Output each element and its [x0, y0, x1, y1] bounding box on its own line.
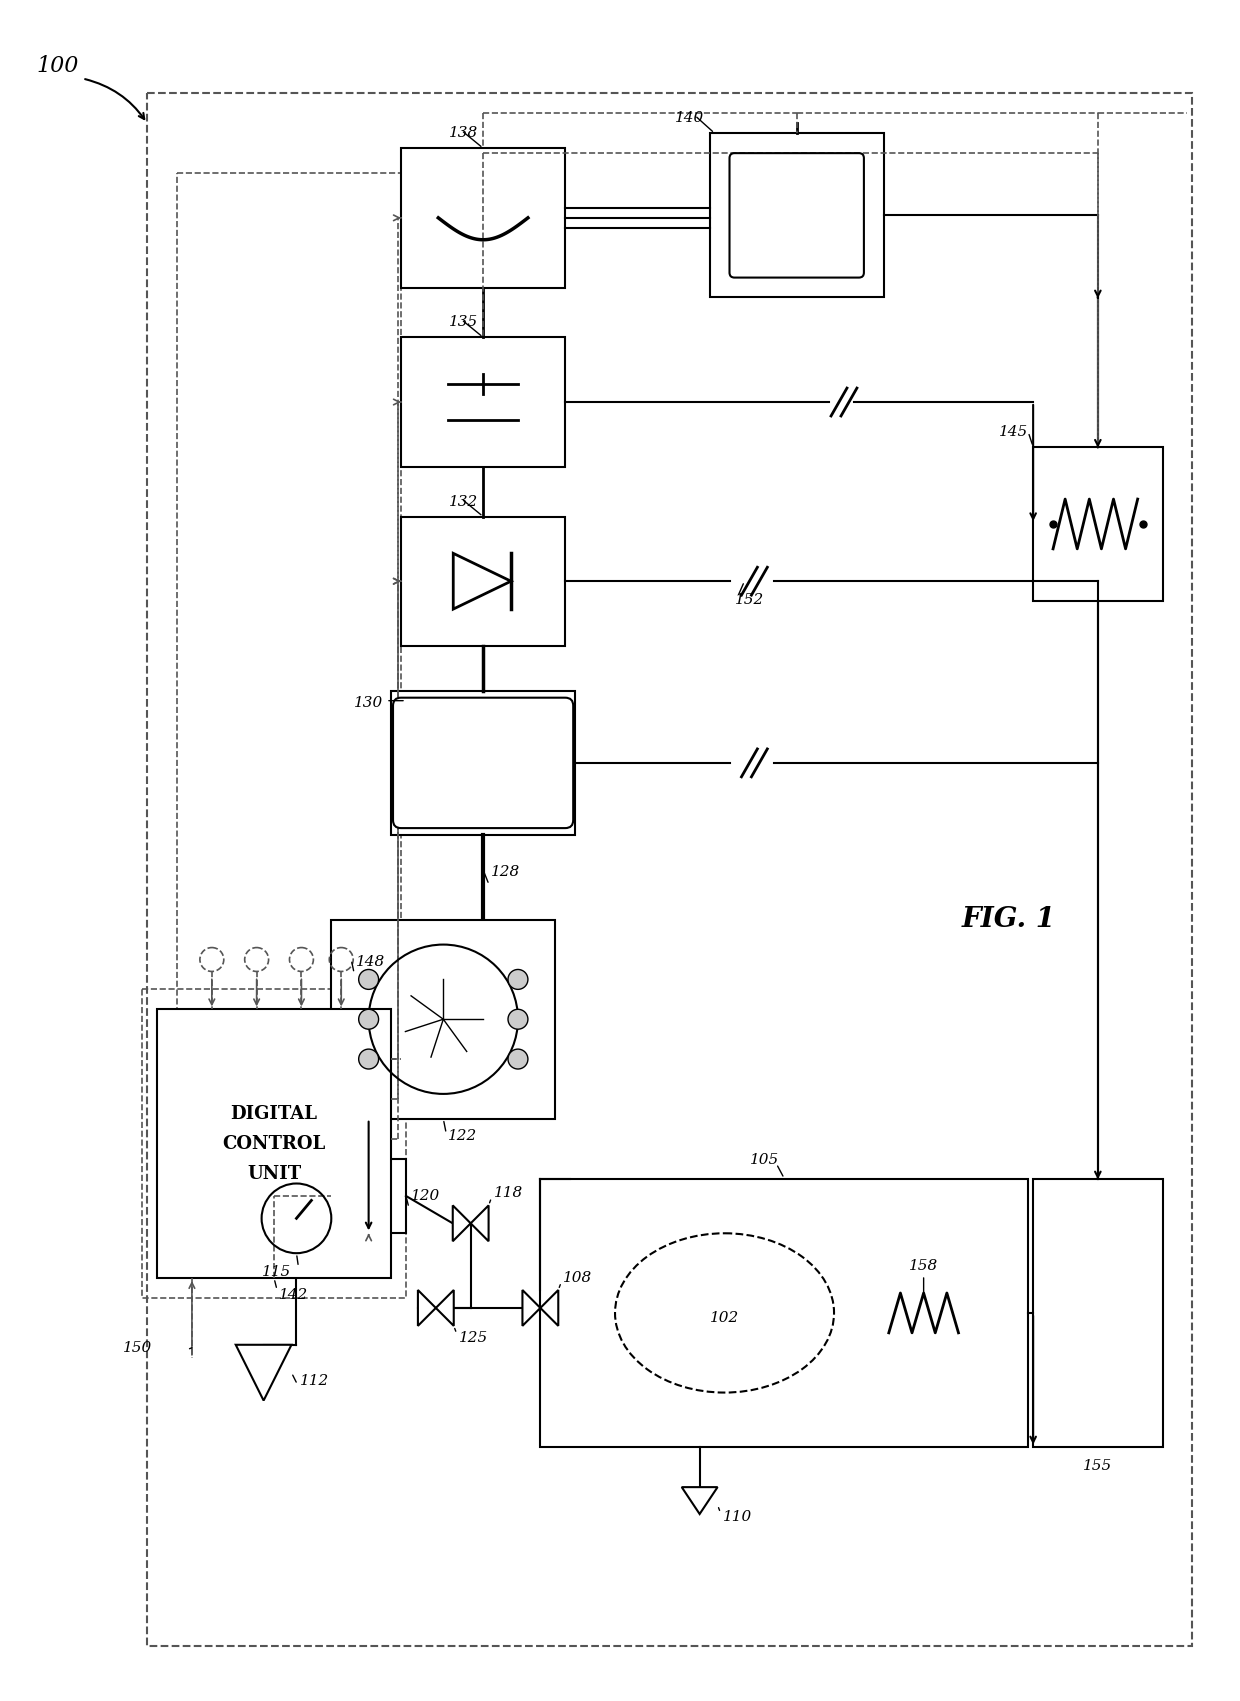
Bar [1033, 447, 1163, 600]
Text: DIGITAL: DIGITAL [231, 1106, 317, 1123]
Text: 110: 110 [723, 1510, 751, 1524]
Text: 120: 120 [410, 1189, 440, 1203]
Bar [157, 1009, 391, 1277]
Text: 150: 150 [123, 1340, 153, 1354]
Text: 118: 118 [494, 1186, 523, 1201]
Polygon shape [236, 1345, 291, 1400]
Text: 135: 135 [449, 315, 479, 330]
Text: 130: 130 [353, 696, 383, 709]
Polygon shape [418, 1289, 435, 1325]
Circle shape [508, 1050, 528, 1068]
Text: 105: 105 [750, 1153, 779, 1167]
Text: 128: 128 [491, 864, 521, 879]
Circle shape [508, 970, 528, 990]
Text: 115: 115 [262, 1266, 291, 1279]
Text: 142: 142 [279, 1288, 309, 1301]
Circle shape [358, 1050, 378, 1068]
Text: 132: 132 [449, 495, 479, 509]
Polygon shape [471, 1206, 489, 1242]
Text: 112: 112 [299, 1374, 329, 1388]
Text: 102: 102 [711, 1311, 739, 1325]
Text: 148: 148 [356, 954, 386, 968]
Bar [401, 148, 565, 287]
Polygon shape [682, 1487, 718, 1514]
Bar [391, 691, 575, 835]
FancyBboxPatch shape [729, 153, 864, 277]
Text: 145: 145 [999, 425, 1028, 439]
Text: 122: 122 [449, 1129, 477, 1143]
Text: 138: 138 [449, 126, 479, 139]
Text: 152: 152 [734, 594, 764, 607]
Bar [177, 174, 401, 1014]
Bar [148, 94, 1193, 1647]
Text: 100: 100 [36, 54, 78, 77]
Bar [331, 920, 556, 1119]
Polygon shape [435, 1289, 454, 1325]
Text: 158: 158 [909, 1259, 939, 1272]
FancyBboxPatch shape [393, 697, 573, 828]
Text: UNIT: UNIT [247, 1165, 301, 1182]
Circle shape [358, 1009, 378, 1029]
Text: FIG. 1: FIG. 1 [961, 907, 1055, 934]
Bar [1033, 1179, 1163, 1448]
Text: 125: 125 [459, 1330, 489, 1345]
Text: 140: 140 [676, 111, 704, 126]
Polygon shape [541, 1289, 558, 1325]
Bar [709, 133, 884, 298]
Polygon shape [454, 553, 511, 609]
Bar [401, 337, 565, 466]
Text: 108: 108 [563, 1271, 593, 1284]
Polygon shape [522, 1289, 541, 1325]
Text: 155: 155 [1084, 1459, 1112, 1473]
Bar [331, 1158, 405, 1233]
Bar [143, 990, 405, 1298]
Bar [541, 1179, 1028, 1448]
Text: CONTROL: CONTROL [222, 1135, 326, 1153]
Bar [401, 517, 565, 646]
Circle shape [508, 1009, 528, 1029]
Polygon shape [453, 1206, 471, 1242]
Circle shape [358, 970, 378, 990]
